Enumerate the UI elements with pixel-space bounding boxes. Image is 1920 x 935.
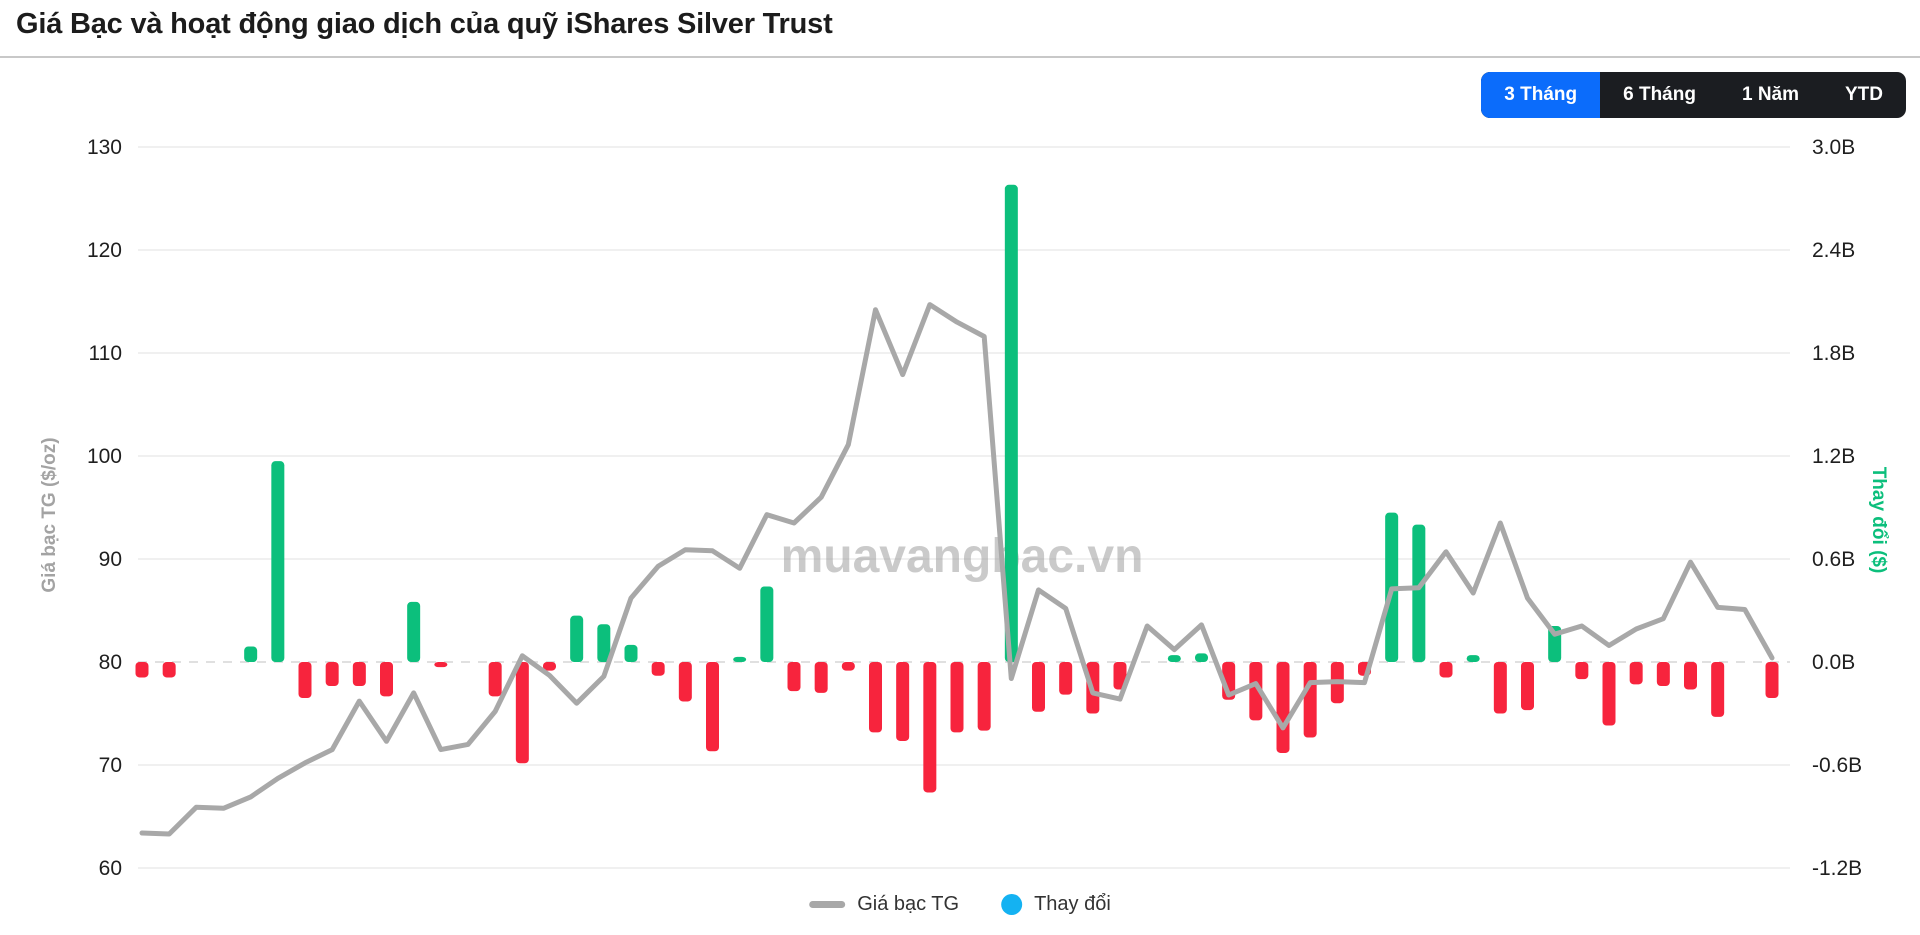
range-button-1-year[interactable]: 1 Năm — [1719, 72, 1822, 118]
change-bars — [135, 184, 1779, 793]
y-axis-right-labels: 3.0B 2.4B 1.8B 1.2B 0.6B 0.0B -0.6B -1.2B — [1812, 136, 1862, 880]
svg-text:1.2B: 1.2B — [1812, 445, 1855, 468]
time-range-selector: 3 Tháng 6 Tháng 1 Năm YTD — [1481, 72, 1906, 118]
change-dot-marker-icon — [1001, 894, 1023, 915]
svg-text:-0.6B: -0.6B — [1812, 754, 1862, 777]
svg-text:1.8B: 1.8B — [1812, 342, 1855, 365]
svg-text:70: 70 — [99, 754, 122, 777]
svg-text:3.0B: 3.0B — [1812, 136, 1855, 159]
watermark: muavangbac.vn — [781, 530, 1144, 583]
svg-text:0.6B: 0.6B — [1812, 548, 1855, 571]
range-button-6-months[interactable]: 6 Tháng — [1600, 72, 1719, 118]
svg-text:120: 120 — [87, 239, 122, 262]
right-axis-title: Thay đổi ($) — [1868, 466, 1889, 574]
svg-text:2.4B: 2.4B — [1812, 239, 1855, 262]
svg-text:100: 100 — [87, 445, 122, 468]
legend-item-price: Giá bạc TG — [809, 893, 959, 916]
y-axis-left-labels: 130 120 110 100 90 80 70 60 — [87, 136, 122, 880]
left-axis-title: Giá bạc TG ($/oz) — [39, 437, 60, 593]
svg-text:0.0B: 0.0B — [1812, 651, 1855, 674]
legend-change-label: Thay đổi — [1034, 893, 1111, 915]
svg-text:80: 80 — [99, 651, 122, 674]
price-line — [139, 302, 1775, 837]
price-line-marker-icon — [809, 901, 846, 908]
chart-legend: Giá bạc TG Thay đổi — [809, 893, 1111, 916]
header-divider — [0, 56, 1920, 58]
range-button-3-months[interactable]: 3 Tháng — [1481, 72, 1601, 118]
range-button-ytd[interactable]: YTD — [1822, 72, 1906, 118]
svg-text:-1.2B: -1.2B — [1812, 857, 1862, 880]
gridlines — [138, 146, 1790, 869]
svg-text:130: 130 — [87, 136, 122, 159]
svg-text:90: 90 — [99, 548, 122, 571]
svg-text:110: 110 — [89, 342, 122, 365]
page-title: Giá Bạc và hoạt động giao dịch của quỹ i… — [16, 8, 833, 40]
svg-text:60: 60 — [99, 857, 122, 880]
legend-price-label: Giá bạc TG — [857, 893, 960, 915]
legend-item-change: Thay đổi — [1001, 893, 1111, 916]
